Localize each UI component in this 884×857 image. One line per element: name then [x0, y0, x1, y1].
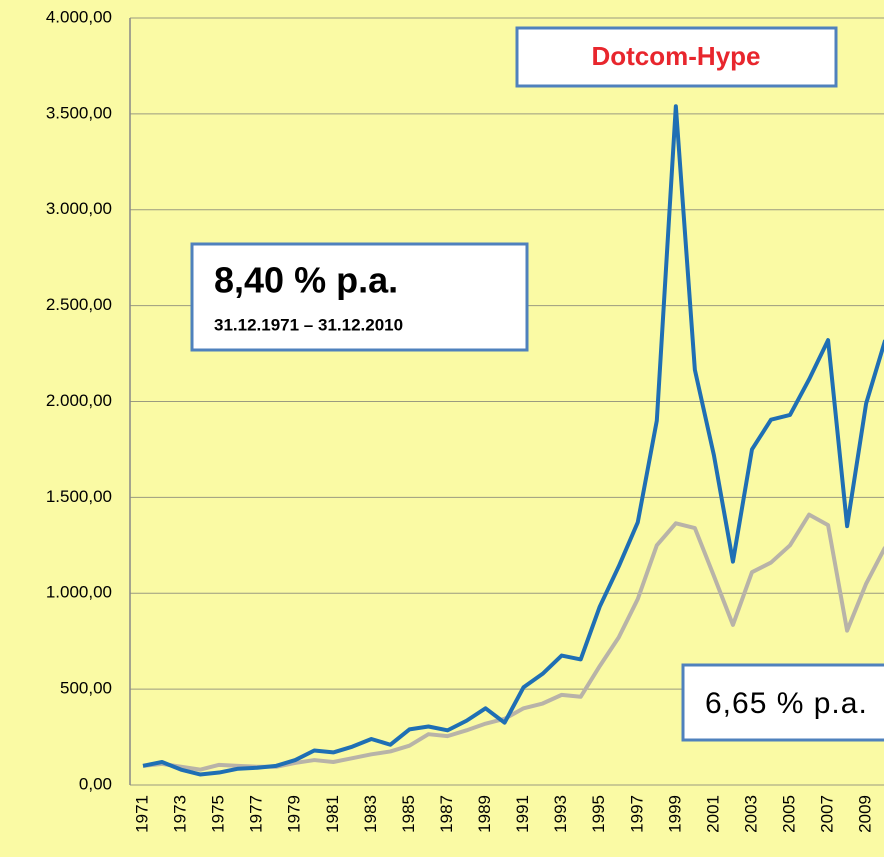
- x-tick-label: 2007: [818, 795, 837, 833]
- y-tick-label: 2.500,00: [46, 295, 112, 314]
- y-tick-label: 0,00: [79, 774, 112, 793]
- x-tick-label: 1987: [437, 795, 456, 833]
- y-tick-label: 500,00: [60, 679, 112, 698]
- x-tick-label: 2003: [741, 795, 760, 833]
- x-tick-label: 1979: [285, 795, 304, 833]
- x-tick-label: 1981: [323, 795, 342, 833]
- x-tick-label: 2001: [703, 795, 722, 833]
- x-tick-label: 1997: [627, 795, 646, 833]
- y-tick-label: 1.000,00: [46, 583, 112, 602]
- x-tick-label: 2005: [780, 795, 799, 833]
- y-tick-label: 2.000,00: [46, 391, 112, 410]
- annotation-box: [190, 242, 529, 352]
- annotation-box: [681, 663, 884, 742]
- y-tick-label: 1.500,00: [46, 487, 112, 506]
- annotation: 8,40 % p.a.: [214, 260, 398, 301]
- x-tick-label: 2009: [856, 795, 875, 833]
- annotation: 6,65 % p.a.: [705, 687, 868, 720]
- annotation: Dotcom-Hype: [591, 41, 760, 71]
- x-tick-label: 1991: [513, 795, 532, 833]
- x-tick-label: 1985: [399, 795, 418, 833]
- x-tick-label: 1971: [132, 795, 151, 833]
- y-tick-label: 4.000,00: [46, 7, 112, 26]
- annotation: 31.12.1971 – 31.12.2010: [214, 315, 403, 334]
- x-tick-label: 1973: [171, 795, 190, 833]
- y-tick-label: 3.500,00: [46, 103, 112, 122]
- y-tick-label: 3.000,00: [46, 199, 112, 218]
- x-tick-label: 1977: [247, 795, 266, 833]
- x-tick-label: 1995: [589, 795, 608, 833]
- x-tick-label: 1993: [551, 795, 570, 833]
- plot: [142, 104, 884, 777]
- x-tick-label: 1983: [361, 795, 380, 833]
- x-tick-label: 1989: [475, 795, 494, 833]
- x-tick-label: 1999: [665, 795, 684, 833]
- grid: 0,00 500,00 1.000,00 1.500,00 2.000,00 2.500,…: [46, 7, 884, 833]
- annotation-box: [515, 26, 838, 88]
- x-tick-label: 1975: [209, 795, 228, 833]
- line-series: [142, 104, 884, 777]
